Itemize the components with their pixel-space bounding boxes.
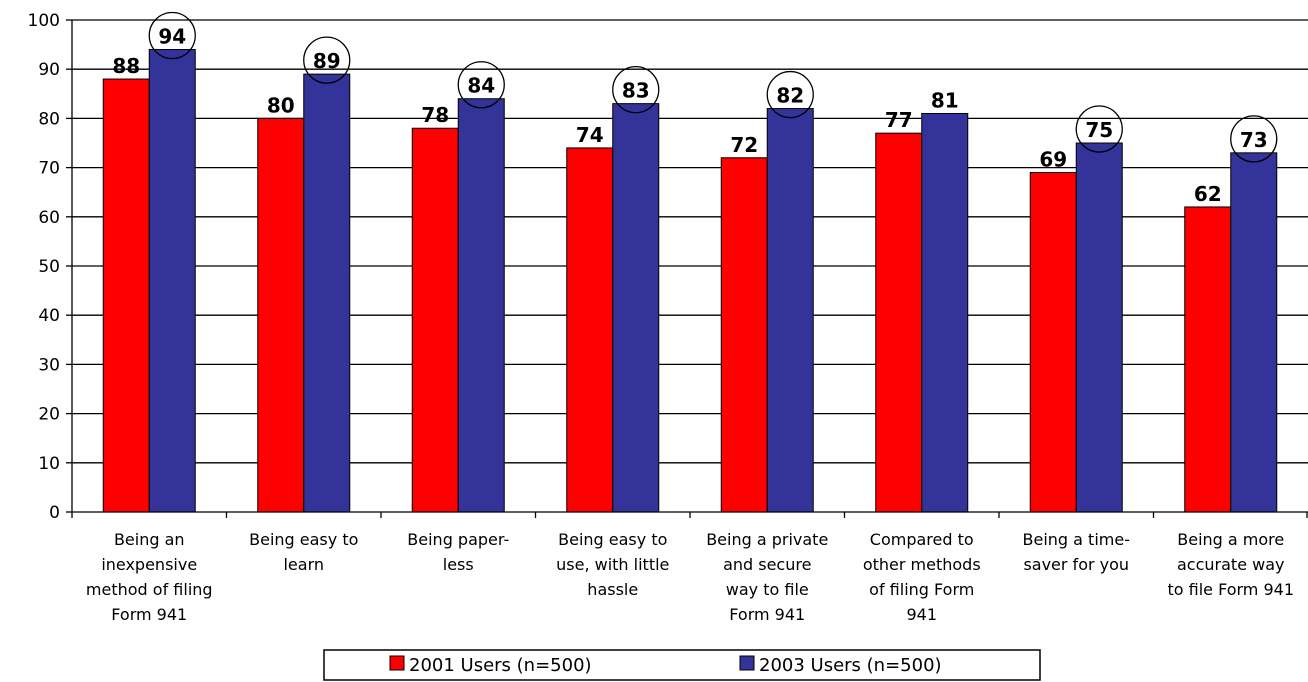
data-label-circle — [1230, 115, 1278, 163]
data-label-circle — [457, 61, 505, 109]
legend-swatch-2003 — [739, 655, 755, 671]
data-label: 73 — [1240, 128, 1268, 152]
legend: 2001 Users (n=500) 2003 Users (n=500) — [323, 649, 1041, 681]
y-tick-label: 100 — [28, 11, 60, 31]
x-category-label: accurate way — [1177, 555, 1284, 574]
bar-2003 — [766, 108, 814, 513]
data-label: 81 — [931, 88, 959, 112]
y-tick-label: 70 — [38, 159, 60, 179]
data-label-circle — [1075, 105, 1123, 153]
data-label: 94 — [158, 25, 186, 49]
x-category-label: Being a private — [706, 530, 828, 549]
data-labels: 88 80 78 74 72 77 69 62 94 89 84 83 82 81 75 73 — [112, 11, 1278, 206]
x-category-label: Form 941 — [111, 605, 187, 624]
x-category-label: hassle — [587, 580, 638, 599]
y-tick-label: 60 — [38, 208, 60, 228]
bar-2001 — [1184, 206, 1232, 513]
x-category-label: 941 — [906, 605, 937, 624]
bar-2003 — [1230, 152, 1278, 513]
bar-2001 — [875, 132, 923, 513]
x-category-label: learn — [283, 555, 324, 574]
bar-2003 — [457, 98, 505, 513]
data-label-circle — [148, 11, 196, 60]
y-tick-label: 40 — [38, 306, 60, 326]
data-label: 82 — [776, 84, 804, 108]
data-label: 89 — [313, 49, 341, 73]
x-category-label: Being a time- — [1023, 530, 1130, 549]
legend-box — [323, 649, 1041, 681]
x-category-label: to file Form 941 — [1167, 580, 1294, 599]
data-label-circle — [612, 65, 660, 114]
x-category-label: Being an — [114, 530, 185, 549]
y-tick-label: 30 — [38, 355, 60, 375]
bar-2001 — [720, 157, 768, 513]
x-category-label: use, with little — [556, 555, 669, 574]
bar-2003 — [921, 112, 969, 513]
x-category-label: inexpensive — [101, 555, 197, 574]
y-tick-label: 90 — [38, 60, 60, 80]
bars — [102, 49, 1278, 513]
bar-2003 — [303, 73, 351, 513]
data-label: 80 — [267, 93, 295, 117]
x-category-label: saver for you — [1023, 555, 1129, 574]
y-tick-label: 10 — [38, 454, 60, 474]
x-category-label: of filing Form — [869, 580, 974, 599]
data-label-circle — [766, 70, 814, 119]
y-axis-tick-labels: 0 10 20 30 40 50 60 70 80 90 100 — [28, 11, 60, 523]
y-tick-label: 0 — [49, 503, 60, 523]
bar-2001 — [257, 117, 305, 513]
x-category-label: Being a more — [1177, 530, 1284, 549]
x-category-label: other methods — [863, 555, 981, 574]
bar-2003 — [148, 49, 196, 513]
bar-2003 — [1075, 142, 1123, 513]
x-category-label: method of filing — [86, 580, 213, 599]
bar-2001 — [566, 147, 614, 513]
bar-2001 — [411, 127, 459, 513]
bar-2001 — [102, 78, 150, 513]
x-category-label: Being paper- — [407, 530, 509, 549]
data-label-circle — [303, 36, 351, 84]
x-category-label: Form 941 — [729, 605, 805, 624]
data-label: 75 — [1085, 118, 1113, 142]
data-label: 88 — [112, 54, 140, 78]
x-category-label: way to file — [726, 580, 809, 599]
data-label: 69 — [1039, 148, 1067, 172]
x-category-label: and secure — [723, 555, 811, 574]
y-tick-label: 20 — [38, 405, 60, 425]
x-category-label: less — [443, 555, 474, 574]
data-label: 74 — [576, 123, 604, 147]
legend-label-2003: 2003 Users (n=500) — [759, 655, 942, 676]
x-category-label: Being easy to — [558, 530, 667, 549]
axes — [66, 19, 1308, 518]
x-category-label: Compared to — [870, 530, 974, 549]
bar-2003 — [612, 103, 660, 513]
data-label: 84 — [467, 74, 495, 98]
data-label: 77 — [885, 108, 913, 132]
x-category-label: Being easy to — [249, 530, 358, 549]
legend-swatch-2001 — [389, 655, 405, 671]
y-tick-label: 50 — [38, 257, 60, 277]
data-label: 72 — [730, 133, 758, 157]
data-label: 62 — [1194, 182, 1222, 206]
legend-label-2001: 2001 Users (n=500) — [409, 655, 592, 676]
y-tick-label: 80 — [38, 109, 60, 129]
data-label: 78 — [421, 103, 449, 127]
x-axis-category-labels: Being an inexpensive method of filing Form … — [86, 530, 1294, 624]
bar-2001 — [1029, 172, 1077, 513]
data-label: 83 — [622, 79, 650, 103]
